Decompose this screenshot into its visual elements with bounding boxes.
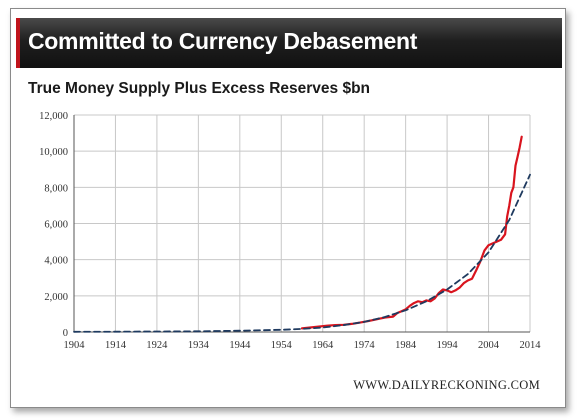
y-tick-label: 10,000	[39, 147, 68, 158]
x-tick-label: 1944	[229, 340, 251, 351]
x-tick-label: 1924	[146, 340, 168, 351]
x-tick-label: 2014	[520, 340, 542, 351]
x-tick-label: 1974	[354, 340, 376, 351]
y-tick-label: 0	[63, 328, 68, 339]
x-tick-label: 1914	[105, 340, 127, 351]
x-tick-label: 1954	[271, 340, 293, 351]
x-tick-label: 1964	[312, 340, 334, 351]
source-credit: WWW.DAILYRECKONING.COM	[353, 378, 540, 392]
chart-title: True Money Supply Plus Excess Reserves $…	[28, 80, 371, 97]
chart-frame	[10, 8, 566, 408]
series-lines	[73, 135, 531, 333]
tick-labels: 1904 1914 1924 1934 1944 1954 1964 1974 1984 1994…	[39, 111, 541, 351]
x-tick-label: 1984	[395, 340, 417, 351]
banner-title: Committed to Currency Debasement	[28, 28, 418, 54]
x-tick-label: 2004	[478, 340, 500, 351]
y-tick-label: 4,000	[44, 256, 68, 267]
y-tick-label: 8,000	[44, 183, 68, 194]
trend-line-series	[73, 173, 531, 333]
y-tick-label: 6,000	[44, 220, 68, 231]
x-tick-label: 1904	[64, 340, 86, 351]
x-tick-label: 1934	[188, 340, 210, 351]
grid-lines	[73, 114, 531, 333]
y-tick-label: 2,000	[44, 292, 68, 303]
x-tick-label: 1994	[437, 340, 459, 351]
y-tick-label: 12,000	[39, 111, 68, 122]
title-banner	[16, 18, 562, 68]
